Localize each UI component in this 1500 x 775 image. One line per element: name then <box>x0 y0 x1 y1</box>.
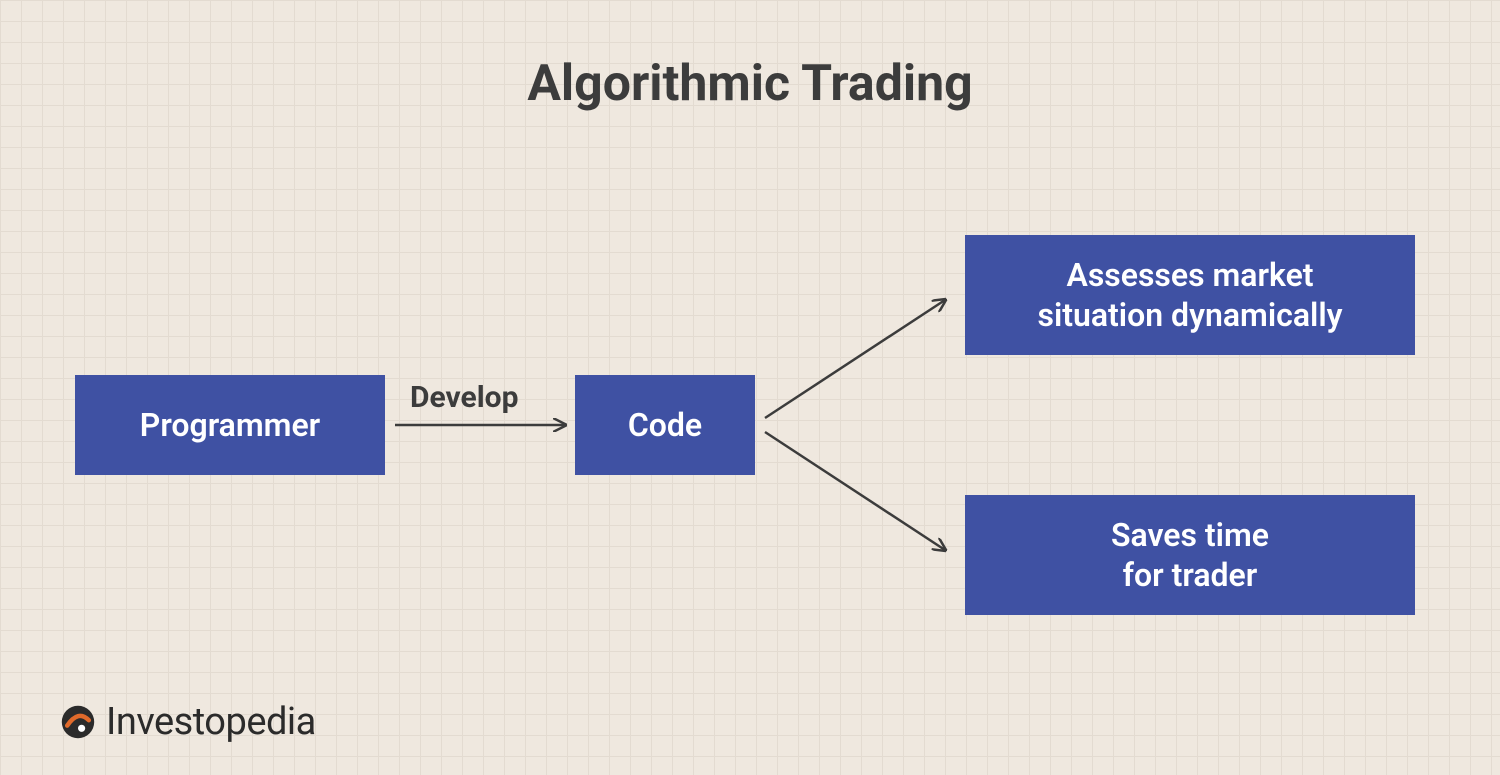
node-programmer: Programmer <box>75 375 385 475</box>
node-assesses: Assesses market situation dynamically <box>965 235 1415 355</box>
brand-logo: Investopedia <box>60 700 316 744</box>
brand-logo-text: Investopedia <box>106 700 316 744</box>
node-saves: Saves time for trader <box>965 495 1415 615</box>
investopedia-icon <box>60 704 96 740</box>
diagram-canvas: Algorithmic Trading Programmer Code Assess… <box>0 0 1500 775</box>
diagram-title: Algorithmic Trading <box>0 55 1500 113</box>
edge-code-to-assesses <box>765 300 945 418</box>
edge-code-to-saves <box>765 432 945 550</box>
edge-label-programmer-to-code: Develop <box>410 380 518 415</box>
node-code: Code <box>575 375 755 475</box>
